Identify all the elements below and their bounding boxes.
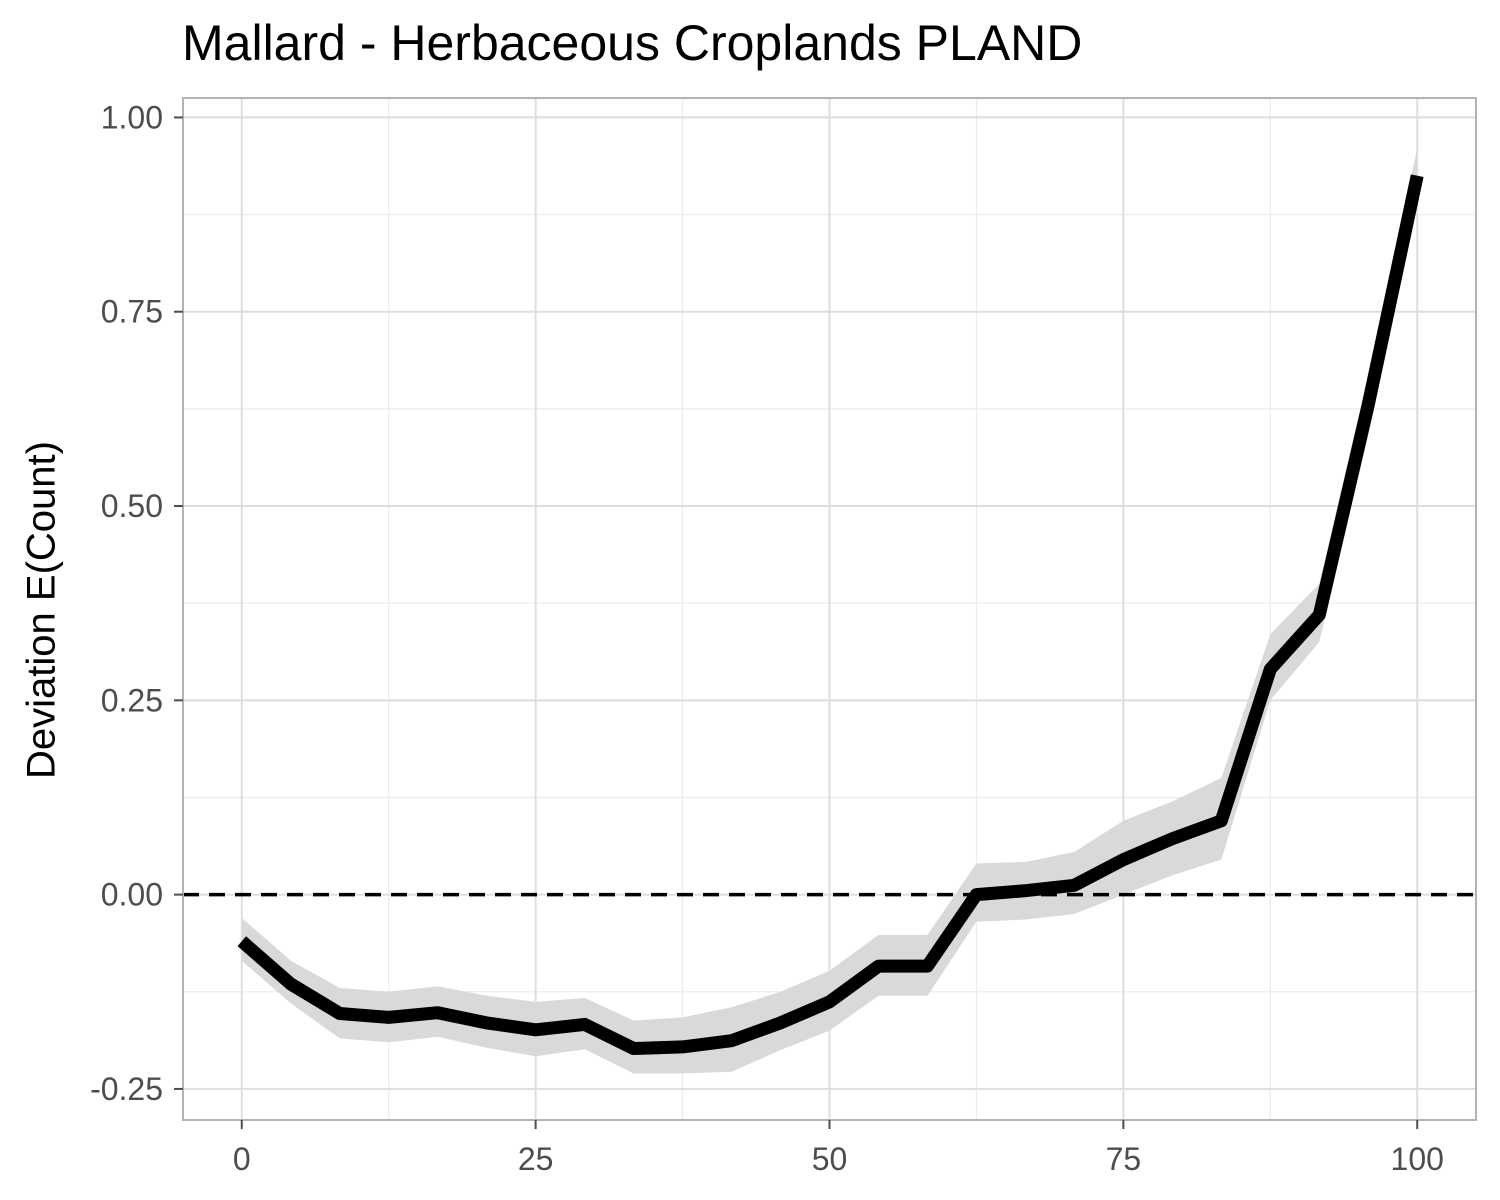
- y-tick-label: -0.25: [90, 1071, 163, 1107]
- major-gridlines: [183, 98, 1476, 1120]
- confidence-ribbon-layer: [241, 148, 1418, 1074]
- x-tick-label: 25: [518, 1141, 554, 1177]
- y-axis-ticks: -0.25 0.00 0.25 0.50 0.75 1.00: [90, 99, 183, 1107]
- y-tick-label: 0.75: [101, 294, 163, 330]
- x-tick-label: 0: [233, 1141, 251, 1177]
- y-tick-label: 0.00: [101, 877, 163, 913]
- x-tick-label: 100: [1391, 1141, 1444, 1177]
- confidence-ribbon: [241, 148, 1418, 1074]
- y-tick-label: 0.50: [101, 488, 163, 524]
- series-line: [237, 174, 1424, 1055]
- x-axis-ticks: 0 25 50 75 100: [233, 1120, 1444, 1177]
- x-tick-label: 75: [1106, 1141, 1142, 1177]
- y-tick-label: 0.25: [101, 682, 163, 718]
- y-tick-label: 1.00: [101, 99, 163, 135]
- x-tick-label: 50: [812, 1141, 848, 1177]
- chart-title: Mallard - Herbaceous Croplands PLAND: [182, 15, 1083, 71]
- series-line-layer: [237, 174, 1424, 1055]
